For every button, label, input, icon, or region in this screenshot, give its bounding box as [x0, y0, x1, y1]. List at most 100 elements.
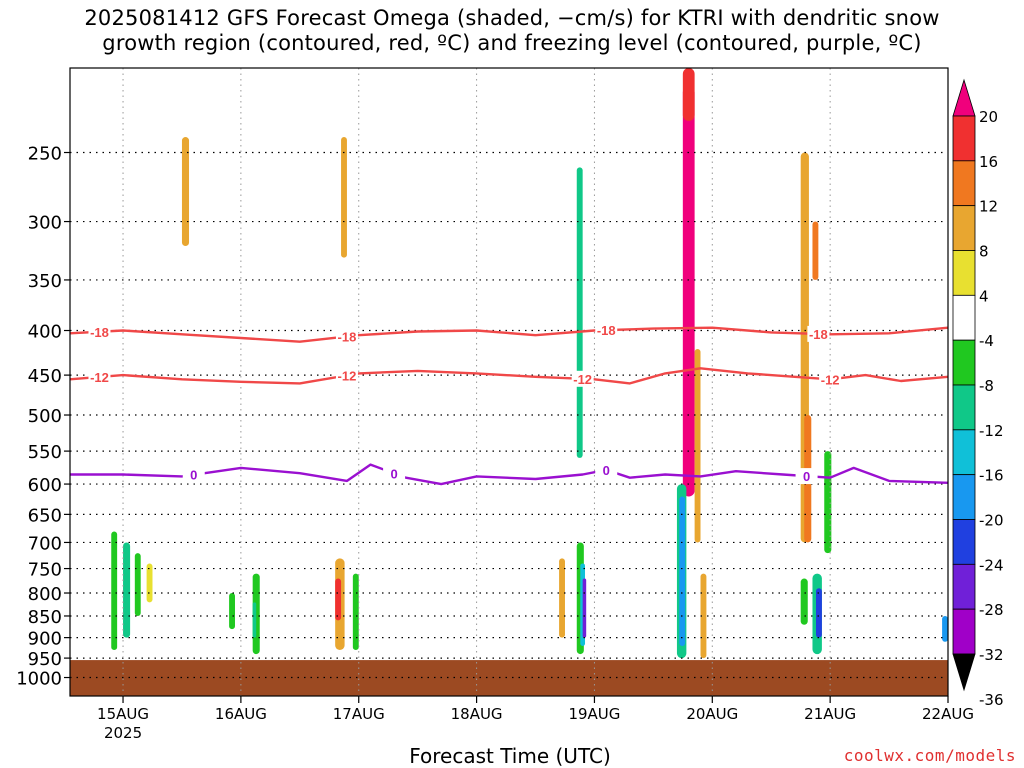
- colorbar-bin: [952, 608, 976, 655]
- omega-cell: [352, 573, 359, 651]
- colorbar-label: -12: [979, 422, 1004, 440]
- y-tick-label: 700: [28, 533, 62, 554]
- contour-label-bg: [182, 466, 205, 483]
- x-axis-title: Forecast Time (UTC): [409, 744, 611, 768]
- contour-label-bg: [595, 322, 618, 339]
- colorbar-bin: [952, 339, 976, 386]
- omega-cell: [816, 588, 822, 638]
- y-tick-label: 750: [28, 560, 62, 581]
- x-tick-label: 16AUG: [215, 705, 267, 723]
- omega-cell: [700, 573, 707, 659]
- contour-lines: -18 -18 -18 -18 -12 -12 -12 -12 0 0 0 0: [69, 322, 949, 486]
- contour-label-bg: [819, 371, 842, 388]
- colorbar-top-triangle: [952, 78, 976, 117]
- omega-cell: [812, 221, 819, 280]
- colorbar-bin: [952, 474, 976, 520]
- ground-layer: [70, 660, 948, 696]
- contour-label: -18: [809, 327, 828, 342]
- y-tick-label: 1000: [16, 669, 62, 690]
- colorbar-bin: [952, 160, 976, 207]
- chart-title-line-2: growth region (contoured, red, ºC) and f…: [102, 31, 922, 55]
- shaded-omega-field: [111, 68, 948, 659]
- colorbar-bin: [952, 294, 976, 341]
- omega-cell: [942, 615, 948, 642]
- x-tick-label: 15AUG: [97, 705, 149, 723]
- colorbar-bin: [952, 250, 976, 296]
- y-tick-label: 450: [28, 366, 62, 387]
- y-tick-label: 800: [28, 584, 62, 605]
- x-tick-label: 17AUG: [333, 705, 385, 723]
- omega-cell: [679, 496, 686, 646]
- contour-label: -12: [90, 370, 109, 385]
- y-tick-label: 600: [28, 475, 62, 496]
- omega-cell: [559, 558, 565, 638]
- contour-label: -12: [338, 368, 357, 383]
- y-tick-label: 500: [28, 406, 62, 427]
- colorbar-bin: [952, 519, 976, 565]
- colorbar-label: 8: [979, 243, 989, 261]
- omega-cell: [824, 451, 832, 554]
- y-tick-label: 300: [28, 213, 62, 234]
- pressure-axis: 2503003504004505005506006507007508008509…: [16, 144, 70, 690]
- contour-label: 0: [803, 469, 810, 484]
- omega-cell: [582, 578, 587, 638]
- contour-label: -12: [573, 372, 592, 387]
- x-tick-label: 18AUG: [451, 705, 503, 723]
- y-tick-label: 650: [28, 505, 62, 526]
- grid-lines: [70, 68, 948, 696]
- contour-label-bg: [335, 328, 358, 345]
- credit-link[interactable]: coolwx.com/models: [843, 746, 1016, 765]
- colorbar-label: 12: [979, 198, 998, 216]
- colorbar-bin: [952, 205, 976, 251]
- omega-cell: [341, 137, 347, 258]
- y-tick-label: 850: [28, 607, 62, 628]
- contour-label: -18: [597, 323, 616, 338]
- colorbar: 20 16 12 8 4 -4 -8 -12 -16 -20 -24 -28 -32 -36: [952, 78, 1004, 709]
- contour--18: [69, 326, 949, 343]
- contour-label-bg: [88, 323, 111, 340]
- contour-label-bg: [571, 370, 594, 387]
- y-tick-label: 900: [28, 629, 62, 650]
- colorbar-label: -24: [979, 556, 1004, 574]
- y-tick-label: 350: [28, 271, 62, 292]
- colorbar-label: -4: [979, 332, 994, 350]
- contour-label: -12: [821, 372, 840, 387]
- contour-label-bg: [807, 325, 830, 342]
- x-tick-label: 20AUG: [686, 705, 738, 723]
- colorbar-label: 16: [979, 153, 998, 171]
- time-axis: 15AUG 16AUG 17AUG 18AUG 19AUG 20AUG 21AUG 22AUG…: [97, 696, 974, 742]
- colorbar-label: 20: [979, 108, 998, 126]
- colorbar-label: -36: [979, 691, 1004, 709]
- x-year-label: 2025: [104, 724, 142, 742]
- contour-label-bg: [88, 368, 111, 385]
- colorbar-bin: [952, 429, 976, 476]
- x-tick-label: 21AUG: [804, 705, 856, 723]
- colorbar-bottom-triangle: [952, 653, 976, 692]
- chart-title-line-1: 2025081412 GFS Forecast Omega (shaded, −…: [84, 6, 940, 30]
- x-tick-label: 22AUG: [922, 705, 974, 723]
- omega-cell: [229, 593, 235, 630]
- colorbar-bin: [952, 563, 976, 610]
- omega-cell: [576, 167, 583, 458]
- colorbar-label: 4: [979, 287, 989, 305]
- omega-cell: [694, 348, 701, 543]
- omega-cell: [682, 68, 695, 121]
- contour-label: 0: [190, 468, 197, 483]
- omega-cell: [335, 578, 342, 621]
- plot-frame: [69, 67, 949, 697]
- x-tick-label: 19AUG: [568, 705, 620, 723]
- contour--12: [69, 367, 949, 385]
- colorbar-label: -8: [979, 377, 994, 395]
- omega-cell: [111, 531, 118, 651]
- colorbar-label: -28: [979, 601, 1004, 619]
- colorbar-label: -16: [979, 467, 1004, 485]
- colorbar-label: -32: [979, 646, 1004, 664]
- contour-label-bg: [383, 465, 406, 482]
- contour-label-bg: [795, 468, 818, 485]
- contour-label: 0: [603, 463, 610, 478]
- y-tick-label: 250: [28, 144, 62, 165]
- omega-cell: [146, 563, 153, 603]
- y-tick-label: 950: [28, 649, 62, 670]
- colorbar-label: -20: [979, 512, 1004, 530]
